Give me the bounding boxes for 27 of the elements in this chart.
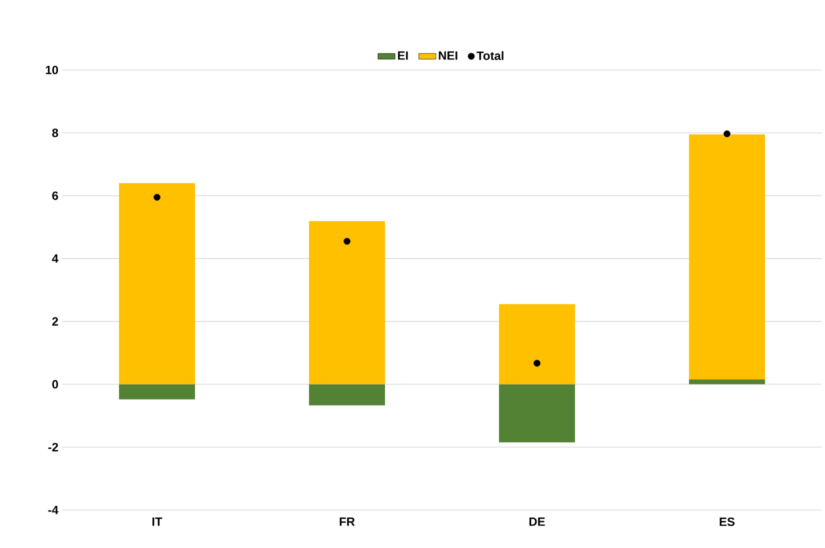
bar xyxy=(309,384,386,406)
bar xyxy=(499,304,575,384)
x-tick-label: DE xyxy=(529,518,545,526)
bar xyxy=(119,183,196,384)
bar xyxy=(499,384,575,442)
y-tick-label: -4 xyxy=(48,506,58,514)
y-tick-label: 0 xyxy=(52,380,58,389)
x-tick-label: FR xyxy=(340,518,355,526)
point xyxy=(724,130,730,138)
point xyxy=(154,194,160,201)
point xyxy=(534,360,540,367)
y-tick-label: 2 xyxy=(52,317,58,326)
point xyxy=(344,238,350,245)
bar xyxy=(689,134,765,380)
bar xyxy=(689,380,765,384)
legend-label: Total xyxy=(476,51,504,60)
legend-label: NEI xyxy=(438,51,458,60)
x-tick-label: ES xyxy=(720,518,735,526)
y-tick-label: -2 xyxy=(48,442,58,452)
bar xyxy=(309,221,386,384)
x-tick-label: IT xyxy=(152,518,162,526)
bar xyxy=(119,384,196,400)
y-tick-label: 8 xyxy=(52,128,58,138)
y-tick-label: 6 xyxy=(52,191,58,200)
legend-label: EI xyxy=(398,51,408,60)
y-tick-label: 10 xyxy=(46,66,58,74)
y-tick-label: 4 xyxy=(52,254,58,263)
